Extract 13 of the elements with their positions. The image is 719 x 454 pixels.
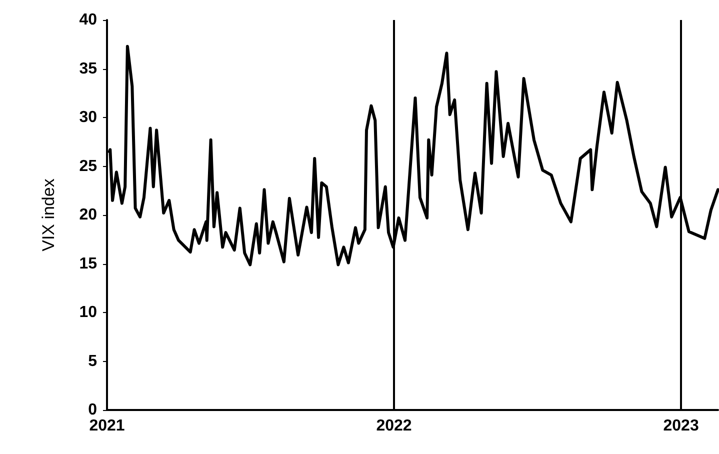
x-tick-label: 2023 (663, 418, 699, 434)
y-tick-label: 35 (79, 60, 98, 78)
y-tick-label: 40 (79, 12, 98, 28)
y-tick-label: 10 (79, 304, 98, 321)
x-tick-label: 2021 (89, 418, 125, 434)
x-tick-label: 2022 (376, 418, 412, 434)
y-axis-title: VIX index (39, 178, 58, 252)
y-tick-label: 20 (79, 206, 98, 224)
y-tick-label: 25 (79, 158, 98, 175)
y-tick-label: 0 (88, 402, 98, 418)
y-tick-label: 30 (79, 109, 98, 126)
y-tick-label: 5 (88, 352, 98, 370)
y-tick-label: 15 (79, 255, 98, 272)
